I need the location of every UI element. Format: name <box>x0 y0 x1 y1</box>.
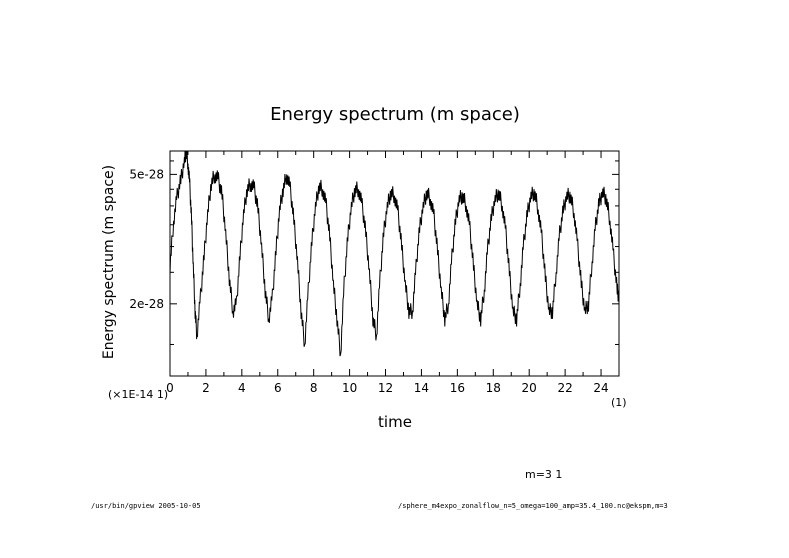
x-tick-label: 12 <box>378 381 393 395</box>
x-tick-label: 22 <box>557 381 572 395</box>
series-line-m3 <box>169 150 620 357</box>
chart-title: Energy spectrum (m space) <box>270 104 520 125</box>
x-tick-label: 2 <box>202 381 210 395</box>
plot-border <box>169 150 620 377</box>
x-tick-label: 6 <box>274 381 282 395</box>
x-tick-label: 4 <box>238 381 246 395</box>
y-axis-label: Energy spectrum (m space) <box>101 165 117 359</box>
y-tick-label: 2e-28 <box>129 297 164 311</box>
x-axis: 0 2 4 6 8 10 12 14 16 18 20 22 24 <box>166 151 620 395</box>
x-tick-label: 10 <box>342 381 357 395</box>
x-tick-label: 20 <box>522 381 537 395</box>
x-tick-label: 24 <box>593 381 608 395</box>
x-tick-label: 14 <box>414 381 429 395</box>
y-tick-label: 5e-28 <box>129 167 164 181</box>
series-group <box>169 150 620 357</box>
x-axis-label: time <box>378 413 412 431</box>
x-unit-label: (1) <box>611 396 627 409</box>
x-tick-label: 8 <box>310 381 318 395</box>
x-tick-label: 0 <box>166 381 174 395</box>
x-scale-label: (×1E-14 1) <box>108 388 168 401</box>
footer-command: /usr/bin/gpview 2005-10-05 <box>91 502 201 510</box>
plot-frame <box>169 150 620 377</box>
y-axis: 5e-28 2e-28 <box>129 160 619 345</box>
x-tick-label: 16 <box>450 381 465 395</box>
x-tick-label: 18 <box>486 381 501 395</box>
footer-file-path: /sphere_m4expo_zonalflow_n=5_omega=100_a… <box>398 502 668 510</box>
series-annotation: m=3 1 <box>525 468 562 481</box>
